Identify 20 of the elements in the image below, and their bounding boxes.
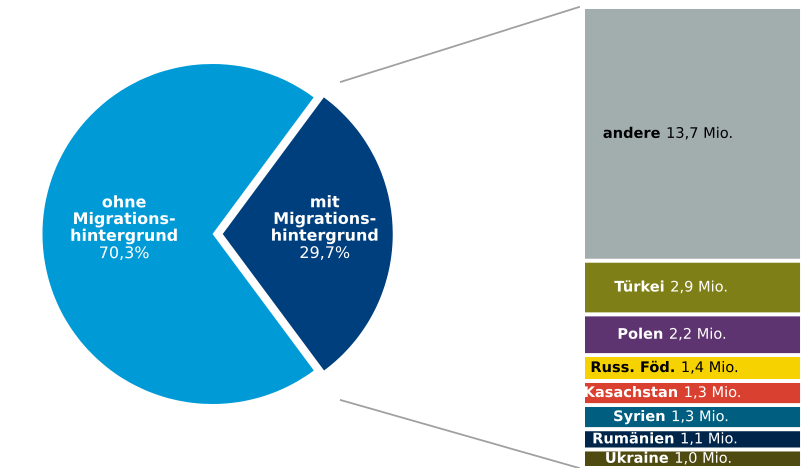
data-label: 2,9 Mio. bbox=[671, 280, 726, 294]
data-label: 2,2 Mio. bbox=[670, 328, 726, 340]
series-label: Polen bbox=[618, 328, 662, 339]
series-label: Kasachstan bbox=[584, 386, 678, 398]
slice-label: ohne Migrations- hintergrund bbox=[71, 195, 177, 244]
series-label: Ukraine bbox=[606, 452, 668, 463]
data-label: 70,3% bbox=[100, 246, 149, 260]
series-label: Rumänien bbox=[594, 432, 674, 444]
series-label: Syrien bbox=[614, 410, 664, 424]
slice-label: mit Migrations- hintergrund bbox=[272, 195, 378, 244]
data-label: 1,3 Mio. bbox=[685, 386, 740, 399]
series-label: Russ. Föd. bbox=[592, 360, 674, 372]
series-label: Türkei bbox=[614, 280, 664, 292]
data-label: 13,7 Mio. bbox=[668, 126, 732, 140]
data-label: 1,0 Mio. bbox=[676, 452, 730, 464]
data-label: 1,4 Mio. bbox=[682, 360, 738, 374]
data-label: 1,1 Mio. bbox=[682, 432, 736, 446]
data-label: 29,7% bbox=[300, 246, 350, 260]
series-label: andere bbox=[603, 126, 660, 138]
data-label: 1,3 Mio. bbox=[672, 410, 728, 423]
